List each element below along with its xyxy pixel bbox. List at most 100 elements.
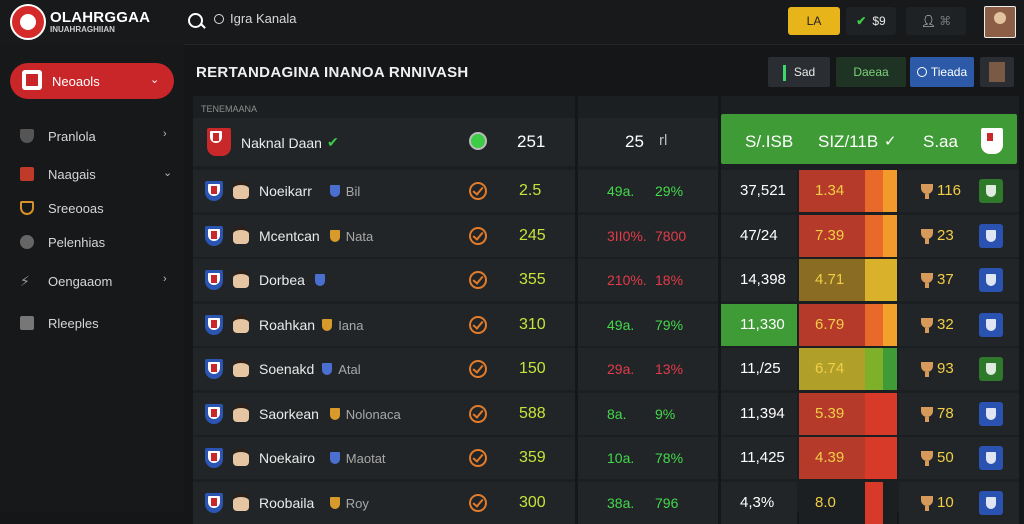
table-row[interactable]: Noeikarr Bil 2.5 49a. 29% 37,521 1.34 116 [193,170,1019,212]
row-stat: 11,425 [740,449,785,466]
cell-stat [721,214,797,257]
cell-stat [721,259,797,301]
heat-cell-3 [883,303,897,346]
team-name: Noekairo [259,450,316,466]
sidebar-item-4[interactable]: Pelenhias [0,225,184,261]
sidebar-item-2[interactable]: Naagais ⌄ [0,157,184,193]
heat-cell-3 [883,437,897,479]
search-input[interactable]: Igra Kanala [214,11,297,31]
league-icon [314,274,325,286]
header-button-1-label: Sad [793,65,816,79]
heat-value: 1.34 [815,182,845,199]
sidebar-item-label: Pelenhias [48,235,106,250]
percent-2: 9% [655,405,676,422]
heat-cell-2 [865,437,883,479]
sidebar-item-3[interactable]: Sreeooas [0,191,184,227]
check-circle-icon[interactable] [469,360,487,378]
club-badge-icon[interactable] [979,268,1003,292]
percent-2: 7800 [655,227,687,244]
table-row-featured[interactable]: Naknal Daan ✔ 251 25 rl S/.ISB SIZ/11B ✓… [193,114,1019,166]
brand-subtitle: INUAHRAGHIIAN [50,25,115,34]
sidebar-item-active[interactable]: Neoaols ⌄ [10,63,174,99]
table-row[interactable]: Roahkan Iana 310 49a. 79% 11,330 6.79 32 [193,303,1019,346]
team-crest-icon [205,181,223,201]
club-badge-icon[interactable] [979,223,1003,248]
check-circle-icon[interactable] [469,226,487,245]
table-row[interactable]: Roobaila Roy 300 38a. 796 4,3% 8.0 10 [193,481,1019,524]
table-row[interactable]: Mcentcan Nata 245 3II0%. 7800 47/24 7.39 23 [193,214,1019,257]
trophy-icon [921,451,933,466]
ball-icon [20,235,34,249]
row-stat: 11,394 [740,404,785,422]
club-badge-icon[interactable] [979,179,1003,203]
cell-team [193,481,575,524]
top-bar: OLAHRGGAA INUAHRAGHIIAN Igra Kanala LA ✔… [0,0,1024,45]
check-circle-icon[interactable] [469,493,487,512]
cell-stat [721,170,797,212]
column-header: TENEMAANA [201,104,258,114]
top-balance-label: $9 [872,14,886,28]
club-badge-icon[interactable] [979,490,1003,515]
team-crest-icon [205,314,223,335]
percent-1: 8a. [607,405,627,422]
row-value: 245 [519,226,546,244]
club-badge-icon[interactable] [979,312,1003,337]
check-icon: ✔ [856,14,867,28]
league-icon [329,185,340,197]
team-subtitle: Nolonaca [345,406,401,422]
check-circle-icon[interactable] [469,315,487,334]
row-stat: 37,521 [740,182,786,199]
sidebar-item-1[interactable]: Pranlola › [0,119,184,155]
table-row[interactable]: Dorbea 355 210%. 18% 14,398 4.71 37 [193,259,1019,301]
featured-highlight [721,114,1017,164]
header-button-3[interactable]: Tieada [910,57,974,87]
search-small-icon [214,14,224,24]
header-button-1[interactable]: Sad [768,57,830,87]
row-value: 355 [519,271,546,288]
logo-icon[interactable] [10,4,46,40]
featured-badge-icon [981,128,1003,154]
check-circle-icon[interactable] [469,404,487,423]
verified-icon: ✔ [327,134,339,150]
club-badge-icon[interactable] [979,401,1003,426]
trophy-icon [921,317,933,333]
user-menu-button[interactable]: 👤︎ ⌘ [906,7,966,35]
cell-percent [578,303,718,346]
top-balance-button[interactable]: ✔ $9 [846,7,896,35]
sidebar-item-label: Rleeples [48,316,99,331]
sidebar-item-6[interactable]: Rleeples [0,306,184,342]
brand-title: OLAHRGGAA [50,9,151,26]
heat-value: 6.79 [815,315,845,333]
league-icon [322,363,333,375]
player-avatar [233,225,249,244]
percent-2: 18% [655,272,684,288]
search-icon[interactable] [188,13,203,28]
team-name: Roobaila [259,494,315,511]
indicator-bar [782,64,786,81]
row-value: 359 [519,449,546,466]
percent-1: 38a. [607,494,635,511]
avatar[interactable] [984,6,1016,38]
header-button-2[interactable]: Daeaa [836,57,906,87]
table-row[interactable]: Noekairo Maotat 359 10a. 78% 11,425 4.39 50 [193,437,1019,479]
table-row[interactable]: Saorkean Nolonaca 588 8a. 9% 11,394 5.39 78 [193,392,1019,435]
cell-team [193,437,575,479]
featured-cell-team [193,118,575,166]
heat-value: 5.39 [815,404,845,422]
cell-stat [721,392,797,435]
player-avatar [233,359,249,377]
check-circle-icon[interactable] [469,449,487,467]
club-badge-icon[interactable] [979,357,1003,381]
top-yellow-label: LA [806,14,822,28]
top-yellow-button[interactable]: LA [788,7,840,35]
header-avatar-button[interactable] [980,57,1014,87]
heat-cell-2 [865,170,883,212]
check-circle-icon[interactable] [469,182,487,200]
check-circle-icon[interactable] [469,271,487,289]
sidebar-item-5[interactable]: ⚡︎ Oengaaom › [0,264,184,300]
trophy-icon [921,362,933,377]
table-row[interactable]: Soenakd Atal 150 29a. 13% 11,/25 6.74 93 [193,348,1019,390]
team-crest-icon [205,225,223,246]
club-badge-icon[interactable] [979,446,1003,470]
percent-2: 78% [655,450,684,466]
